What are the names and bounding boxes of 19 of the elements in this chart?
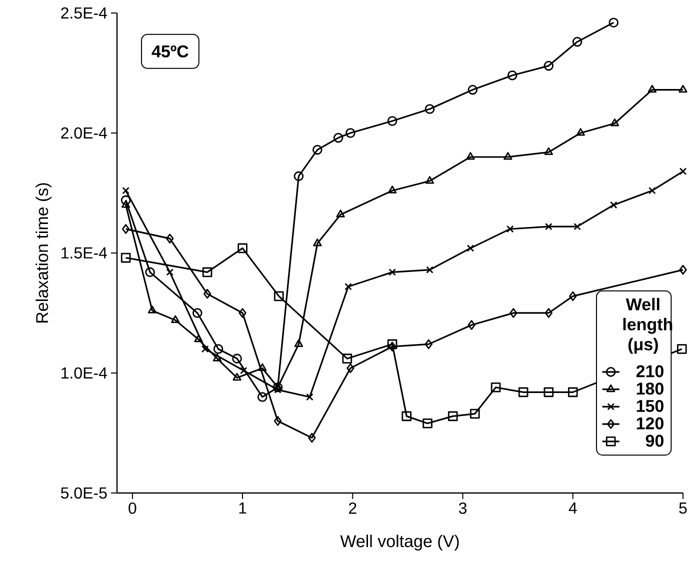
y-tick-label: 2.0E-4 (61, 127, 107, 139)
annotation: 45ºC (152, 45, 188, 58)
legend-label: 150 (636, 400, 664, 412)
legend-label: 90 (646, 434, 664, 447)
legend-label: 180 (636, 382, 664, 395)
x-tick-label: 2 (349, 502, 356, 514)
x-axis-title: Well voltage (V) (340, 534, 459, 551)
x-tick-label: 1 (239, 502, 246, 514)
legend-label: 210 (636, 365, 664, 378)
x-tick-label: 4 (568, 502, 577, 514)
y-tick-label: 5.0E-5 (60, 487, 107, 499)
y-tick-label: 1.0E-4 (62, 367, 107, 379)
legend-label: 120 (636, 417, 664, 430)
x-tick-label: 5 (679, 502, 687, 514)
x-tick-label: 0 (128, 502, 136, 514)
x-tick-label: 3 (458, 502, 467, 514)
y-tick-label: 2.5E-4 (61, 7, 107, 19)
y-tick-label: 1.5E-4 (62, 247, 107, 259)
y-axis-title: Relaxation time (s) (36, 183, 52, 322)
